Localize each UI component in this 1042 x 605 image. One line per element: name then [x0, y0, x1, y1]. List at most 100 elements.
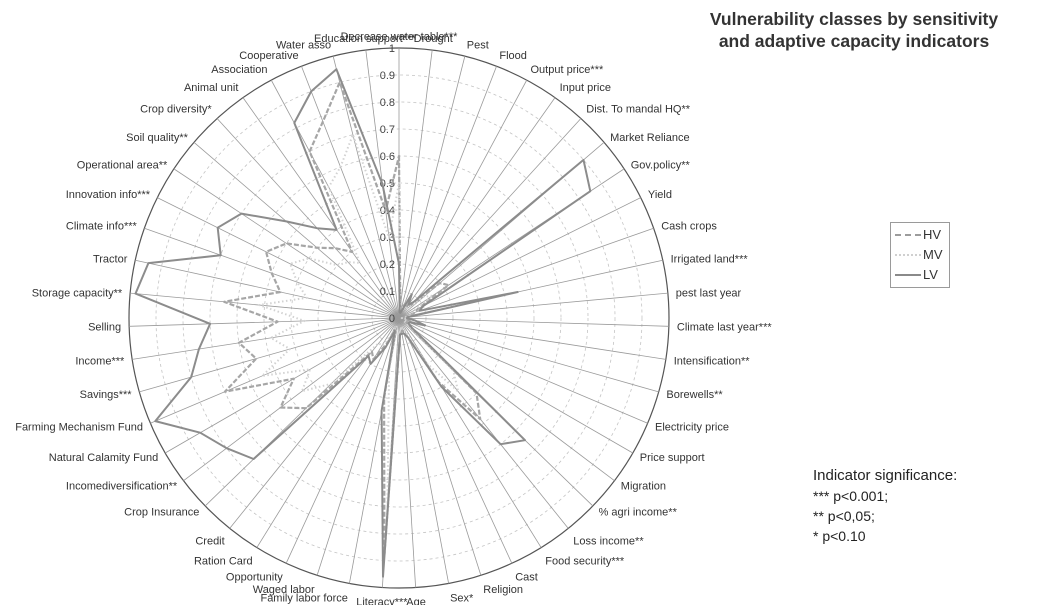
category-label: Cooperative — [239, 50, 298, 62]
spoke-line — [164, 317, 400, 454]
spoke-line — [301, 66, 400, 319]
radial-tick-label: 0.8 — [380, 97, 395, 109]
spoke-line — [216, 118, 400, 319]
legend-item-lv: LV — [895, 266, 949, 284]
significance-line-2: ** p<0,05; — [813, 508, 875, 524]
grid-circle — [290, 209, 508, 427]
category-label: Association — [211, 64, 267, 76]
significance-line-1: *** p<0.001; — [813, 488, 889, 504]
category-label: % agri income** — [599, 507, 678, 519]
category-label: Opportunity — [226, 572, 283, 584]
radial-tick-label: 0.7 — [380, 124, 395, 136]
spoke-line — [398, 317, 450, 584]
category-label: Operational area** — [77, 159, 168, 171]
spoke-line — [398, 227, 654, 319]
category-label: Climate info*** — [66, 221, 138, 233]
spoke-line — [130, 292, 400, 319]
category-label: Savings*** — [80, 389, 133, 401]
legend-swatch-mv — [895, 254, 921, 256]
spoke-line — [398, 317, 634, 454]
spoke-line — [398, 317, 659, 393]
significance-note: Indicator significance: *** p<0.001; ** … — [813, 466, 957, 546]
legend-label-lv: LV — [923, 267, 938, 282]
category-label: Input price — [560, 82, 611, 94]
legend-label-mv: MV — [923, 247, 943, 262]
spoke-line — [398, 49, 433, 319]
spoke-line — [398, 118, 582, 319]
category-label: Gov.policy** — [631, 159, 691, 171]
spoke-line — [398, 317, 648, 424]
category-label: Borewells** — [666, 389, 723, 401]
spoke-line — [204, 317, 400, 507]
legend-label-hv: HV — [923, 227, 942, 242]
category-label: Age — [406, 597, 426, 605]
category-label: Crop diversity* — [140, 104, 212, 116]
category-label: Sex* — [450, 592, 474, 604]
spoke-line — [332, 56, 400, 319]
legend-item-hv: HV — [895, 226, 949, 244]
category-label: Soil quality** — [126, 132, 188, 144]
grid-circle — [182, 101, 616, 535]
spoke-line — [270, 79, 400, 319]
category-label: Innovation info*** — [66, 189, 151, 201]
series-line-mv — [258, 133, 460, 508]
spoke-line — [242, 97, 400, 319]
category-label: Flood — [499, 50, 527, 62]
spoke-line — [398, 56, 466, 319]
significance-line-3: * p<0.10 — [813, 528, 866, 544]
category-label: Intensification** — [674, 356, 751, 368]
spoke-line — [398, 317, 482, 576]
category-label: Credit — [195, 536, 224, 548]
chart-title: Vulnerability classes by sensitivity and… — [666, 8, 1042, 52]
category-label: Education support*** — [314, 33, 416, 45]
significance-heading: Indicator significance: — [813, 467, 958, 484]
spoke-line — [157, 197, 400, 319]
legend-item-mv: MV — [895, 246, 949, 264]
spoke-line — [193, 142, 400, 319]
category-label: Ration Card — [194, 555, 253, 567]
spoke-line — [398, 292, 668, 319]
series-line-hv — [223, 81, 482, 557]
grid-circle — [155, 74, 643, 562]
category-label: Crop Insurance — [124, 507, 199, 519]
radial-tick-label: 0.6 — [380, 151, 395, 163]
spoke-line — [139, 317, 400, 393]
category-label: Water asso — [276, 39, 331, 51]
category-label: Drought — [414, 33, 453, 45]
category-label: Food security*** — [545, 555, 625, 567]
category-label: Electricity price — [655, 421, 729, 433]
radial-tick-label: 1 — [389, 43, 395, 55]
chart-legend: HV MV LV — [890, 222, 950, 288]
category-label: Religion — [483, 584, 523, 596]
spoke-line — [398, 197, 641, 319]
spoke-line — [398, 317, 666, 360]
category-label: Loss income** — [573, 536, 644, 548]
category-label: Income*** — [75, 356, 125, 368]
spoke-line — [398, 317, 669, 327]
chart-title-line-2: and adaptive capacity indicators — [718, 31, 990, 51]
legend-swatch-hv — [895, 234, 921, 236]
category-label: Pest — [467, 39, 489, 51]
spoke-line — [229, 317, 400, 529]
spoke-line — [129, 317, 400, 327]
category-label: Cast — [515, 572, 538, 584]
category-label: Literacy*** — [356, 597, 408, 605]
spoke-line — [398, 317, 513, 564]
category-label: Decrease water table*** — [341, 31, 459, 43]
spoke-line — [398, 317, 569, 529]
category-label: Storage capacity** — [32, 287, 123, 299]
category-label: Incomediversification** — [66, 481, 178, 493]
category-label: Natural Calamity Fund — [49, 452, 158, 464]
category-label: Selling — [88, 322, 121, 334]
grid-circle — [263, 182, 535, 454]
spoke-line — [398, 66, 497, 319]
category-label: Market Reliance — [610, 132, 689, 144]
spoke-line — [183, 317, 400, 482]
category-label: Cash crops — [661, 221, 717, 233]
radial-tick-label: 0.2 — [380, 259, 395, 271]
category-label: Tractor — [93, 254, 128, 266]
radial-tick-label: 0 — [389, 313, 395, 325]
grid-circle — [317, 236, 481, 400]
series-line-lv — [134, 68, 592, 578]
